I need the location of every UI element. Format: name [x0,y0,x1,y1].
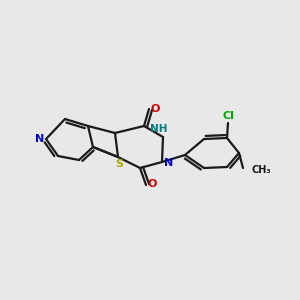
Text: CH₃: CH₃ [251,165,271,175]
Text: N: N [35,134,45,144]
Text: Cl: Cl [222,111,234,121]
Text: NH: NH [150,124,168,134]
Text: S: S [115,159,123,169]
Text: N: N [164,158,174,168]
Text: O: O [150,104,160,114]
Text: O: O [147,179,157,189]
